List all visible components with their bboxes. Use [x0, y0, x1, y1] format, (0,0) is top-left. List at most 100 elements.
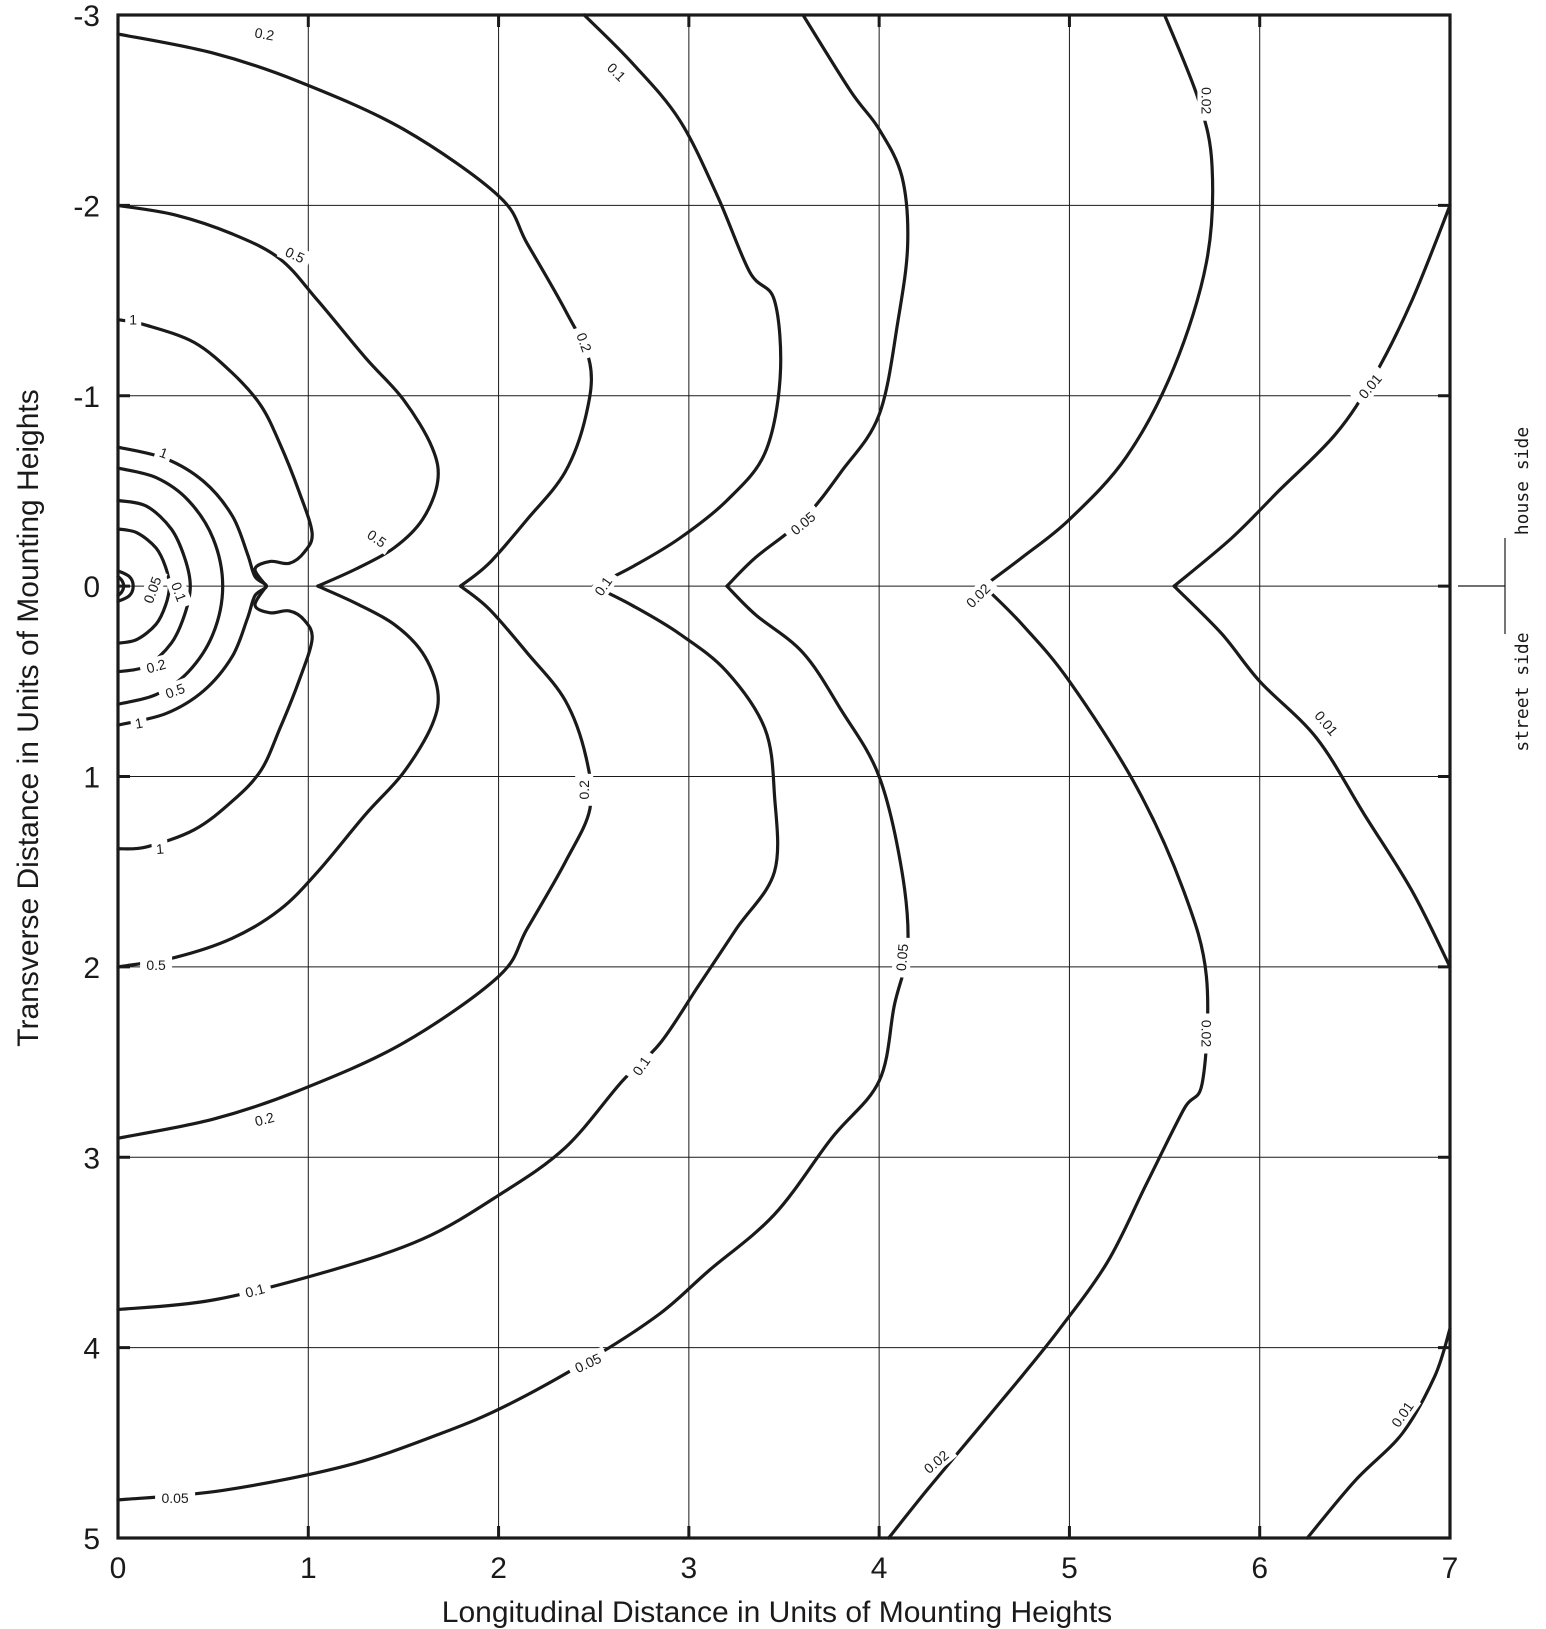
- contour-label: 0.1: [244, 1280, 267, 1301]
- contour-label-gap: [624, 1047, 658, 1085]
- x-tick-label: 0: [110, 1552, 127, 1585]
- contour-label-gap: [891, 936, 913, 979]
- x-tick-label: 2: [490, 1552, 507, 1585]
- contour-label-group: 0.05: [155, 1489, 196, 1507]
- contour-line-0.05: [116, 569, 135, 603]
- contour-label-group: 1: [151, 839, 169, 859]
- y-tick-label: -2: [73, 190, 100, 223]
- contour-label-group: 0.2: [246, 1106, 283, 1133]
- contour-label-group: 0.1: [164, 573, 193, 610]
- y-tick-label: -1: [73, 381, 100, 414]
- contour-label-gap: [247, 22, 282, 46]
- y-tick-label: 0: [83, 571, 100, 604]
- contour-label-group: 0.5: [140, 956, 173, 974]
- contour-label-gap: [276, 239, 314, 270]
- contour-label-group: 0.01: [1350, 365, 1390, 408]
- contour-line-0.5: [116, 203, 440, 588]
- contour-label-gap: [125, 310, 142, 329]
- contour-label-gap: [1383, 1392, 1422, 1436]
- contour-label: 0.1: [168, 580, 190, 604]
- y-tick-label: 2: [83, 952, 100, 985]
- contour-line-0.2: [116, 584, 593, 1140]
- contour-label: 0.02: [1198, 87, 1214, 114]
- contour-label-group: 0.01: [1306, 702, 1347, 745]
- contour-label-gap: [566, 1346, 610, 1380]
- house-side-label: house side: [1512, 427, 1533, 535]
- contour-label-group: 0.2: [138, 653, 174, 679]
- contour-label-gap: [237, 1277, 273, 1304]
- y-tick-label: 4: [83, 1333, 100, 1366]
- contour-label-group: 0.05: [781, 503, 825, 544]
- side-indicator: house side street side: [1458, 427, 1533, 752]
- y-tick-label: -3: [73, 0, 100, 33]
- contour-label-gap: [129, 712, 149, 734]
- contour-label-gap: [153, 441, 175, 465]
- contour-line-0.01: [1305, 1327, 1452, 1540]
- contour-label-group: 1: [129, 712, 149, 734]
- contour-label-gap: [155, 1489, 196, 1507]
- contour-label: 1: [129, 312, 137, 328]
- grid: [118, 15, 1450, 1538]
- contour-label-group: 1: [153, 441, 175, 465]
- contour-label-group: 0.5: [276, 239, 314, 270]
- contour-label-gap: [1350, 365, 1390, 408]
- contour-label-gap: [915, 1442, 958, 1482]
- contour-label-group: 0.2: [247, 22, 282, 46]
- contour-label: 0.2: [254, 24, 276, 43]
- contour-line-0.2: [116, 32, 593, 588]
- contour-label: 1: [155, 840, 164, 857]
- contour-label-gap: [570, 324, 599, 361]
- contour-lines: [116, 13, 1452, 1540]
- contour-line-0.02: [887, 584, 1210, 1540]
- contour-label-gap: [598, 54, 635, 90]
- contour-label-group: 0.5: [156, 676, 194, 705]
- contour-label-group: 0.1: [237, 1277, 273, 1304]
- contour-label-group: 0.05: [137, 568, 168, 612]
- contour-label: 0.2: [145, 656, 168, 677]
- contour-label-gap: [1197, 80, 1216, 121]
- x-tick-label: 5: [1061, 1552, 1078, 1585]
- contour-label-gap: [781, 503, 825, 544]
- contour-label-group: 1: [125, 310, 142, 329]
- street-side-label: street side: [1512, 632, 1533, 751]
- x-tick-label: 6: [1251, 1552, 1268, 1585]
- x-tick-label: 7: [1442, 1552, 1459, 1585]
- contour-label-gap: [164, 573, 193, 610]
- axes: 0 1 2 3 4 5 6 7 -3 -2 -1 0 1 2 3 4 5: [73, 0, 1458, 1585]
- contour-label-group: 0.05: [566, 1346, 610, 1380]
- contour-label-gap: [138, 653, 174, 679]
- contour-line-0.01: [1172, 203, 1452, 588]
- contour-label-gap: [140, 956, 173, 974]
- contour-label-group: 0.2: [570, 324, 599, 361]
- x-tick-label: 1: [300, 1552, 317, 1585]
- contour-label-gap: [1306, 702, 1347, 745]
- contour-label-group: 0.05: [891, 936, 913, 979]
- contour-label: 0.05: [893, 943, 911, 972]
- contour-label-group: 0.02: [1197, 1013, 1216, 1054]
- contour-label-gap: [137, 568, 168, 612]
- contour-line-1: [116, 445, 268, 727]
- contour-label: 0.2: [573, 331, 595, 355]
- contour-line-0.1: [582, 13, 783, 588]
- contour-line-1: [116, 584, 314, 851]
- contour-label: 0.02: [1198, 1020, 1214, 1047]
- contour-line-0.5: [116, 584, 440, 969]
- contour-label-gap: [957, 575, 999, 617]
- contour-line-0.02: [982, 13, 1215, 588]
- x-axis-title: Longitudinal Distance in Units of Mounti…: [442, 1596, 1112, 1629]
- contour-line-0.01: [1172, 584, 1452, 969]
- contour-label-group: 0.2: [575, 773, 594, 806]
- contour-label: 0.2: [576, 780, 592, 800]
- contour-label: 0.5: [163, 680, 187, 702]
- contour-line-0.1: [116, 584, 780, 1312]
- contour-label: 0.5: [283, 244, 308, 267]
- contour-label: 0.2: [253, 1109, 276, 1130]
- contour-line-0.05: [116, 584, 910, 1502]
- contour-label-gap: [151, 839, 169, 859]
- contour-label: 1: [134, 715, 145, 732]
- contour-label-gap: [246, 1106, 283, 1133]
- contour-label-gap: [358, 521, 396, 556]
- contour-label: 0.5: [146, 957, 166, 973]
- x-tick-label: 3: [681, 1552, 698, 1585]
